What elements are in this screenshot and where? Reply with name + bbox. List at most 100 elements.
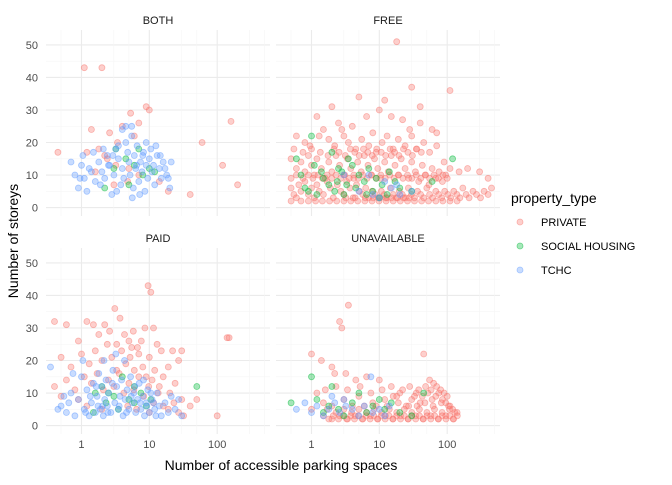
point-tchc — [138, 168, 146, 176]
point-social-housing — [369, 402, 377, 410]
point-private — [292, 194, 300, 202]
point-tchc — [155, 165, 163, 172]
point-private — [465, 194, 473, 202]
point-tchc — [396, 191, 404, 198]
y-tick-label: 50 — [26, 40, 38, 52]
point-private — [308, 350, 315, 358]
point-private — [362, 184, 370, 192]
point-private — [374, 165, 382, 172]
point-tchc — [93, 392, 101, 400]
point-private — [164, 363, 172, 371]
point-private — [137, 337, 145, 345]
point-social-housing — [363, 409, 371, 416]
point-private — [329, 412, 337, 420]
point-private — [373, 145, 381, 153]
point-private — [312, 197, 320, 205]
facet-strip-label: BOTH — [143, 15, 174, 27]
point-private — [125, 337, 133, 345]
point-private — [446, 197, 454, 205]
point-private — [304, 171, 312, 179]
point-tchc — [79, 152, 87, 159]
x-tick-label: 10 — [373, 439, 385, 451]
point-private — [420, 139, 428, 146]
point-private — [67, 363, 75, 371]
point-private — [411, 392, 418, 400]
facet-paid: PAID — [46, 233, 270, 434]
point-social-housing — [365, 165, 373, 172]
point-tchc — [136, 191, 144, 198]
point-private — [433, 142, 441, 150]
point-tchc — [78, 161, 85, 169]
point-tchc — [88, 168, 95, 176]
point-private — [126, 353, 134, 361]
point-tchc — [132, 409, 140, 416]
point-tchc — [71, 412, 79, 420]
point-private — [417, 148, 425, 156]
gridlines — [46, 248, 270, 434]
point-tchc — [100, 357, 108, 364]
point-social-housing — [408, 412, 416, 420]
point-private — [83, 318, 91, 325]
point-social-housing — [317, 168, 325, 176]
point-private — [287, 174, 295, 182]
point-private — [342, 194, 350, 202]
point-private — [234, 181, 242, 189]
point-private — [488, 184, 495, 192]
point-private — [78, 350, 85, 358]
point-private — [402, 402, 410, 410]
point-tchc — [163, 171, 171, 179]
point-private — [406, 383, 414, 390]
point-tchc — [112, 350, 120, 358]
point-private — [287, 155, 295, 163]
point-private — [308, 145, 315, 153]
y-tick-label: 30 — [26, 323, 38, 335]
point-tchc — [60, 392, 68, 400]
point-private — [393, 38, 401, 46]
point-private — [180, 412, 188, 420]
point-tchc — [355, 187, 363, 195]
point-tchc — [340, 171, 348, 179]
point-private — [219, 161, 227, 169]
point-private — [125, 379, 133, 387]
point-private — [401, 165, 409, 172]
point-private — [395, 171, 403, 179]
point-private — [423, 184, 431, 192]
point-tchc — [375, 405, 383, 413]
point-tchc — [75, 184, 82, 192]
point-tchc — [113, 187, 121, 195]
point-private — [368, 152, 376, 159]
point-social-housing — [449, 155, 457, 163]
x-tick-label: 100 — [208, 439, 226, 451]
point-private — [319, 191, 327, 198]
point-tchc — [121, 357, 128, 364]
point-private — [85, 360, 93, 368]
point-tchc — [118, 376, 125, 384]
point-private — [101, 321, 109, 329]
point-private — [106, 327, 113, 335]
point-private — [422, 383, 430, 390]
point-tchc — [175, 396, 183, 403]
point-tchc — [151, 181, 159, 189]
point-tchc — [105, 161, 112, 169]
point-private — [428, 165, 436, 172]
y-tick-label: 40 — [26, 290, 38, 302]
point-private — [382, 152, 390, 159]
point-social-housing — [297, 171, 305, 179]
point-tchc — [109, 152, 117, 159]
point-tchc — [152, 412, 160, 420]
point-private — [295, 181, 303, 189]
point-private — [484, 191, 492, 198]
point-tchc — [47, 363, 54, 371]
point-private — [290, 145, 298, 153]
point-tchc — [369, 409, 377, 416]
point-private — [358, 135, 366, 143]
point-private — [356, 383, 364, 390]
point-private — [326, 197, 334, 205]
point-private — [408, 174, 416, 182]
point-private — [355, 93, 363, 101]
point-private — [157, 347, 165, 355]
point-private — [99, 386, 107, 394]
point-private — [125, 165, 133, 172]
point-tchc — [124, 148, 132, 156]
